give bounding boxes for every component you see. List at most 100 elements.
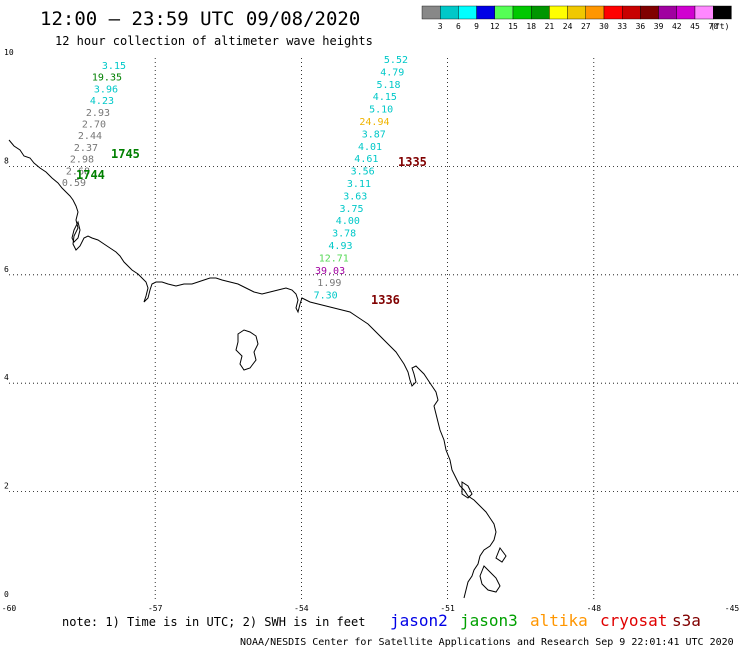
wave-height-label: 39.03	[315, 266, 345, 277]
color-scale-tick: 27	[581, 22, 591, 31]
lon-tick-label: -51	[440, 604, 455, 613]
satellite-legend: jason2 jason3 altika cryosat s3a	[390, 611, 701, 630]
color-swatch	[494, 5, 514, 20]
wave-height-label: 5.10	[369, 105, 393, 116]
color-scale-tick: 3	[438, 22, 443, 31]
lon-tick-label: -45	[725, 604, 740, 613]
color-swatch	[440, 5, 459, 20]
track-jason3: 3.1519.353.964.232.932.702.442.372.982.6…	[62, 61, 140, 189]
lat-tick-label: 4	[4, 373, 9, 382]
color-scale-tick: 45	[690, 22, 700, 31]
lon-tick-label: -60	[2, 604, 17, 613]
wave-height-label: 7.30	[314, 291, 338, 302]
color-swatch	[512, 5, 532, 20]
pass-time-label: 1335	[398, 155, 427, 169]
wave-height-label: 4.15	[373, 92, 397, 103]
wave-height-label: 3.11	[347, 179, 371, 190]
wave-height-label: 2.37	[74, 143, 98, 154]
wave-height-label: 0.59	[62, 178, 86, 189]
altimeter-tracks: 3.1519.353.964.232.932.702.442.372.982.6…	[62, 55, 427, 307]
wave-height-label: 4.00	[336, 216, 360, 227]
wave-height-label: 12.71	[319, 253, 349, 264]
wave-height-label: 1.99	[317, 278, 341, 289]
color-scale-tick: 24	[563, 22, 573, 31]
wave-height-label: 3.15	[102, 61, 126, 72]
wave-height-label: 2.93	[86, 108, 110, 119]
wave-height-label: 4.23	[90, 96, 114, 107]
color-scale-tick: 21	[545, 22, 555, 31]
wave-height-label: 5.52	[384, 55, 408, 66]
wave-height-label: 2.44	[78, 131, 102, 142]
wave-height-label: 3.63	[343, 191, 367, 202]
color-swatch	[603, 5, 623, 20]
lat-tick-label: 2	[4, 482, 9, 491]
wave-height-label: 3.75	[340, 204, 364, 215]
wave-height-label: 24.94	[359, 117, 389, 128]
satellite-legend-altika: altika	[530, 611, 588, 630]
color-scale-tick: 39	[654, 22, 664, 31]
river-mouth	[71, 220, 81, 243]
lon-tick-label: -54	[294, 604, 309, 613]
marajo-coast	[479, 565, 501, 593]
wave-height-label: 4.93	[328, 241, 352, 252]
wave-height-label: 5.18	[377, 80, 401, 91]
color-scale-tick: 6	[456, 22, 461, 31]
lat-tick-label: 10	[4, 48, 14, 57]
color-scale-tick: 15	[508, 22, 518, 31]
color-swatch	[676, 5, 696, 20]
satellite-legend-cryosat: cryosat	[600, 611, 667, 630]
color-scale-tick: 18	[526, 22, 536, 31]
color-scale-tick: 30	[599, 22, 609, 31]
lon-tick-label: -48	[587, 604, 602, 613]
wave-height-label: 19.35	[92, 73, 122, 84]
satellite-legend-s3a: s3a	[672, 611, 701, 630]
coastal-islet	[461, 481, 473, 499]
color-swatch	[531, 5, 550, 20]
wave-height-label: 3.78	[332, 229, 356, 240]
color-scale-tick: 42	[672, 22, 682, 31]
lon-tick-label: -57	[148, 604, 163, 613]
map-title: 12:00 – 23:59 UTC 09/08/2020	[40, 8, 360, 30]
satellite-legend-jason2: jason2	[390, 611, 448, 630]
wave-height-label: 3.56	[351, 167, 375, 178]
wave-height-label: 2.70	[82, 120, 106, 131]
satellite-legend-jason3: jason3	[460, 611, 518, 630]
footer-note: note: 1) Time is in UTC; 2) SWH is in fe…	[62, 615, 365, 629]
pass-time-label: 1744	[76, 168, 105, 182]
wave-height-label: 4.61	[354, 154, 378, 165]
color-scale-tick: 70	[708, 22, 718, 31]
color-swatch	[694, 5, 714, 20]
wave-height-label: 4.79	[380, 67, 404, 78]
island	[235, 329, 259, 371]
color-swatch	[658, 5, 677, 20]
color-scale-tick: 33	[617, 22, 627, 31]
color-swatch	[622, 5, 641, 20]
color-scale-tick: 36	[636, 22, 646, 31]
lat-tick-label: 8	[4, 156, 9, 165]
wave-height-label: 3.87	[362, 129, 386, 140]
pass-time-label: 1336	[371, 293, 400, 307]
map-background	[9, 58, 740, 600]
lat-tick-label: 0	[4, 590, 9, 599]
coastline	[8, 139, 507, 599]
footer-credit: NOAA/NESDIS Center for Satellite Applica…	[240, 637, 734, 648]
wave-height-label: 2.68	[66, 166, 90, 177]
lat-tick-label: 6	[4, 265, 9, 274]
wave-height-label: 3.96	[94, 84, 118, 95]
color-swatch	[458, 5, 477, 20]
color-swatch	[640, 5, 659, 20]
map-subtitle: 12 hour collection of altimeter wave hei…	[55, 34, 373, 48]
axis-tick-labels: -60 -57 -54 -51 -48 -45 10 8 6 4 2 0	[2, 48, 740, 613]
color-scale-tick: 12	[490, 22, 500, 31]
color-swatch	[421, 5, 441, 20]
color-scale-legend: 3 6 9 12 15 18 21 24 27 30 33 36 39 42 45 70(ft)	[421, 5, 732, 31]
color-swatch	[585, 5, 605, 20]
coastal-islet	[495, 546, 507, 563]
color-swatch	[476, 5, 496, 20]
color-scale-tick: 9	[474, 22, 479, 31]
wave-height-label: 4.01	[358, 142, 382, 153]
color-swatch	[567, 5, 586, 20]
